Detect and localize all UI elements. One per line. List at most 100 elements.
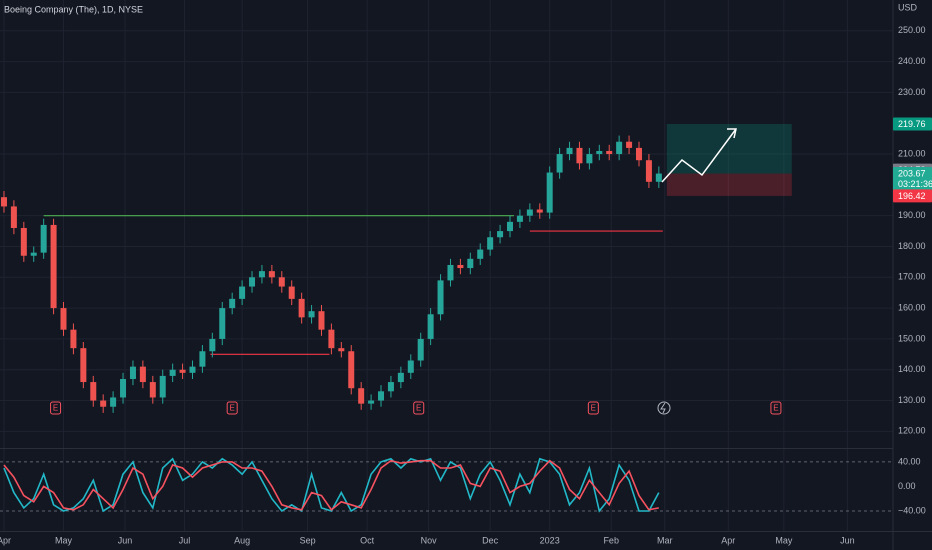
x-tick-label: Jun: [840, 535, 855, 545]
candle-body: [556, 154, 563, 173]
earnings-marker: [226, 401, 238, 415]
candle-body: [457, 264, 464, 269]
candle-body: [516, 215, 523, 222]
candle-body: [596, 150, 603, 155]
candle-body: [139, 366, 146, 383]
earnings-label: E: [230, 404, 235, 413]
x-tick-label: Jul: [179, 535, 191, 545]
candle-body: [199, 351, 206, 367]
x-tick-label: Mar: [657, 535, 673, 545]
earnings-label: E: [53, 404, 58, 413]
candle-body: [447, 264, 454, 281]
y-tick-label: 150.00: [898, 333, 926, 343]
currency-label: USD: [898, 2, 918, 12]
candle-body: [239, 286, 246, 299]
y-tick-label: 160.00: [898, 302, 926, 312]
x-tick-label: Sep: [300, 535, 316, 545]
x-tick-label: Feb: [603, 535, 619, 545]
x-tick-label: Apr: [721, 535, 735, 545]
candle-body: [120, 378, 127, 398]
y-tick-label: 120.00: [898, 426, 926, 436]
candle-body: [60, 308, 67, 330]
x-tick-label: Aug: [234, 535, 250, 545]
y-tick-label: 130.00: [898, 395, 926, 405]
x-tick-label: May: [55, 535, 73, 545]
candle-body: [90, 382, 97, 401]
candle-body: [308, 311, 315, 318]
y-tick-label: 140.00: [898, 364, 926, 374]
candle-body: [30, 252, 37, 256]
earnings-marker: [587, 401, 599, 415]
candle-body: [50, 224, 57, 309]
candle-body: [189, 366, 196, 373]
candle-body: [328, 329, 335, 349]
candle-body: [586, 154, 593, 164]
candle-body: [129, 366, 136, 379]
y-tick-label: 240.00: [898, 56, 926, 66]
candle-body: [655, 173, 662, 182]
dividend-icon: [657, 401, 671, 415]
candle-body: [387, 382, 394, 392]
candle-body: [0, 197, 7, 207]
candle-body: [378, 391, 385, 401]
candle-body: [278, 277, 285, 287]
candle-body: [477, 249, 484, 259]
y-tick-label: 170.00: [898, 272, 926, 282]
candle-body: [209, 338, 216, 352]
candle-body: [546, 172, 553, 213]
price-label: 203.67: [898, 168, 926, 178]
candle-body: [497, 231, 504, 238]
candle-body: [229, 298, 236, 309]
candle-body: [258, 271, 265, 278]
candle-body: [348, 351, 355, 389]
candle-body: [427, 314, 434, 339]
earnings-marker: [413, 401, 425, 415]
x-tick-label: May: [775, 535, 793, 545]
candle-body: [507, 221, 514, 232]
candle-body: [40, 224, 47, 253]
candle-body: [219, 308, 226, 339]
projection-arrow: [661, 128, 737, 183]
y-tick-label: 250.00: [898, 25, 926, 35]
candle-body: [407, 360, 414, 373]
y-tick-label: 190.00: [898, 210, 926, 220]
candle-body: [606, 150, 613, 155]
y-tick-label: 210.00: [898, 148, 926, 158]
target-zone: [666, 123, 792, 174]
candle-body: [487, 237, 494, 250]
x-tick-label: Oct: [360, 535, 375, 545]
candle-body: [526, 209, 533, 216]
candle-body: [397, 372, 404, 383]
osc-line: [3, 457, 660, 513]
candle-body: [645, 160, 652, 182]
candle-body: [417, 338, 424, 361]
earnings-label: E: [591, 404, 596, 413]
x-tick-label: 2023: [540, 535, 560, 545]
price-label: 219.76: [898, 119, 926, 129]
candle-body: [159, 375, 166, 398]
earnings-marker: [50, 401, 62, 415]
candle-body: [110, 397, 117, 407]
price-label: 196.42: [898, 191, 926, 201]
osc-line: [3, 459, 659, 511]
candle-body: [80, 348, 87, 383]
price-label-box: [893, 189, 932, 203]
candle-body: [467, 258, 474, 269]
x-tick-label: Jun: [118, 535, 133, 545]
osc-tick-label: 40.00: [898, 456, 921, 466]
earnings-marker: [770, 401, 782, 415]
x-tick-label: Nov: [421, 535, 438, 545]
stop-zone: [666, 173, 792, 196]
candle-body: [368, 400, 375, 404]
osc-tick-label: −40.00: [898, 505, 926, 515]
candle-body: [616, 141, 623, 155]
candle-body: [20, 228, 27, 256]
earnings-label: E: [416, 404, 421, 413]
candle-body: [358, 388, 365, 404]
candle-body: [149, 382, 156, 398]
x-tick-label: Dec: [482, 535, 499, 545]
candle-body: [288, 286, 295, 299]
